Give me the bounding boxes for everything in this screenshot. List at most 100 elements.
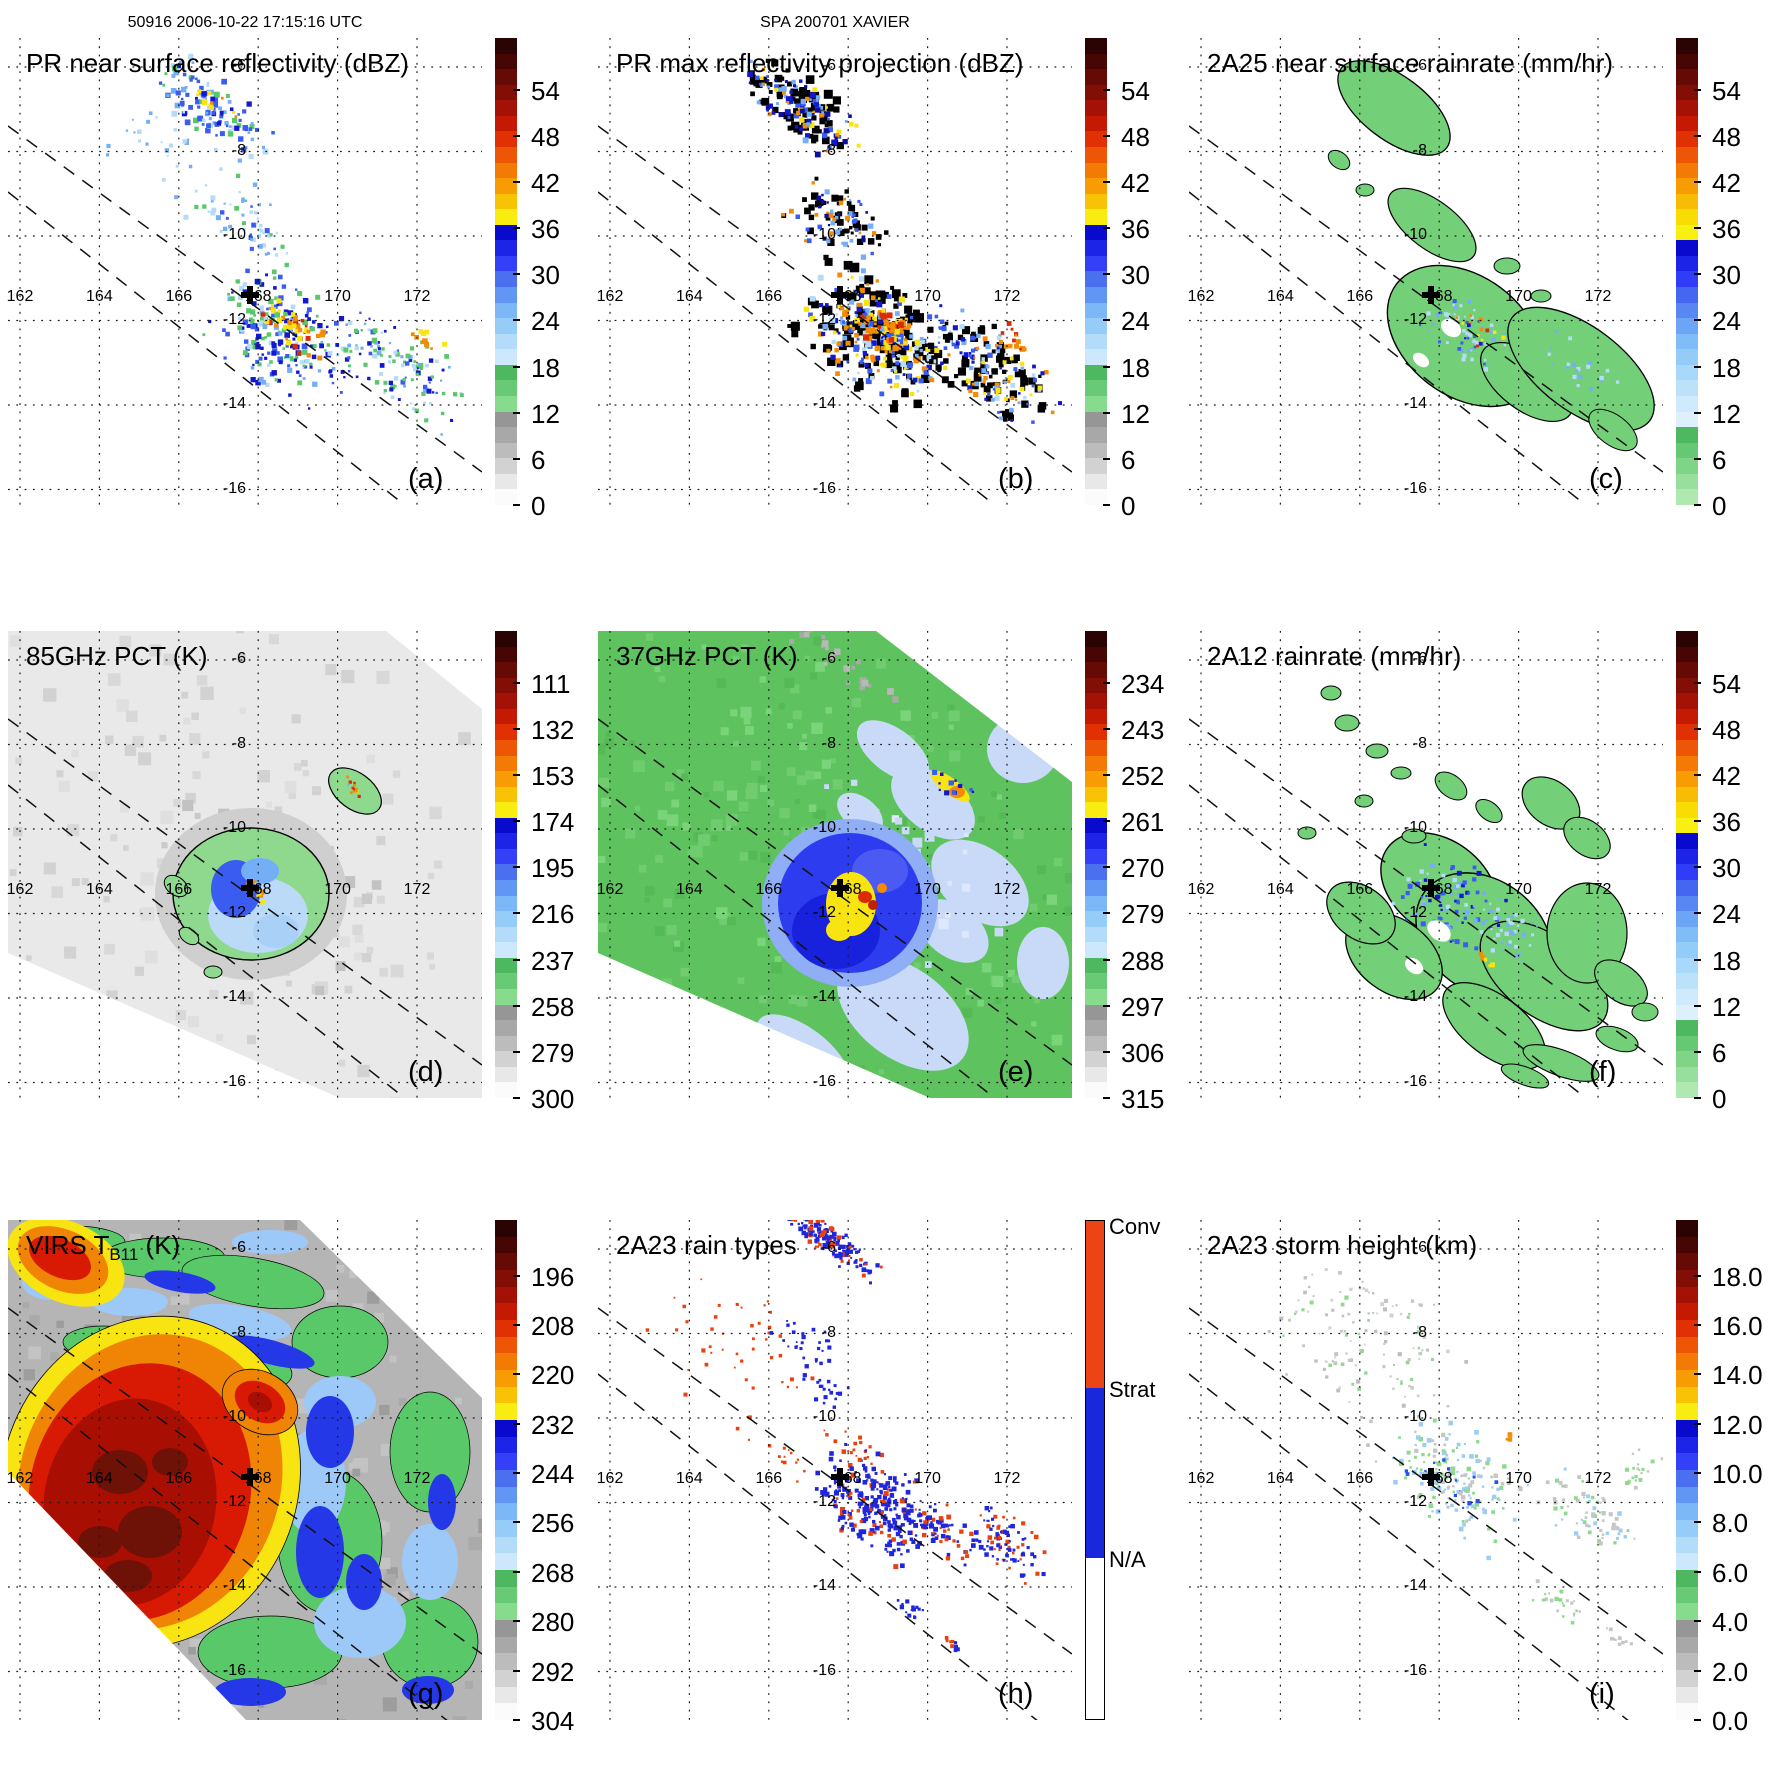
- colorbar-block: [495, 1436, 517, 1454]
- colorbar-block: [1676, 1220, 1698, 1237]
- colorbar-tickmark: [513, 1097, 520, 1099]
- colorbar-tick-label: 2.0: [1712, 1656, 1749, 1687]
- lat-label--16: -16: [1403, 1072, 1427, 1090]
- lon-label-162: 162: [1187, 288, 1215, 305]
- colorbar-tickmark: [1694, 1373, 1701, 1376]
- storm-center-marker: [241, 879, 259, 897]
- colorbar-tickmark: [1103, 319, 1110, 322]
- colorbar-block: [495, 1270, 517, 1287]
- lat-lon-grid: [1189, 631, 1663, 1098]
- colorbar-tickmark: [1694, 1570, 1701, 1573]
- colorbar-block: [1085, 115, 1107, 132]
- colorbar-block: [495, 1020, 517, 1036]
- colorbar-tickmark: [513, 1719, 520, 1721]
- panel-title-text: PR near surface reflectivity (dBZ): [26, 48, 409, 78]
- colorbar-block: [1085, 271, 1107, 287]
- colorbar-tick-label: 36: [1712, 807, 1741, 838]
- colorbar-block: [1676, 1320, 1698, 1337]
- colorbar-tickmark: [1694, 866, 1701, 869]
- colorbar-tickmark: [1694, 365, 1701, 368]
- colorbar-block: [1085, 848, 1107, 865]
- colorbar-tickmark: [1694, 727, 1701, 730]
- colorbar-tick-label: 18.0: [1712, 1261, 1763, 1292]
- panel-title-text: 37GHz PCT (K): [616, 641, 798, 671]
- lon-label-164: 164: [86, 288, 113, 305]
- colorbar-block: [495, 1082, 517, 1098]
- colorbar-block: [1676, 115, 1698, 132]
- colorbar-block: [495, 1403, 517, 1421]
- colorbar-block: [1676, 69, 1698, 85]
- colorbar-tick-label: 232: [531, 1409, 575, 1440]
- panel-letter-d: (d): [408, 1056, 444, 1088]
- colorbar-tickmark: [513, 1050, 520, 1053]
- colorbar-block: [1676, 973, 1698, 989]
- lat-label--16: -16: [1403, 1661, 1427, 1679]
- colorbar-block: [1085, 957, 1107, 974]
- colorbar-block: [495, 458, 517, 474]
- colorbar-tickmark: [1694, 912, 1701, 915]
- colorbar-block: [495, 349, 517, 365]
- colorbar-tickmark: [513, 1274, 520, 1277]
- colorbar-block: [1085, 708, 1107, 725]
- colorbar-block: [1676, 1453, 1698, 1471]
- colorbar-tickmark: [1694, 319, 1701, 322]
- colorbar-block: [495, 942, 517, 958]
- colorbar-tick-label: 14.0: [1712, 1360, 1763, 1391]
- colorbar-block: [495, 1386, 517, 1404]
- colorbar-block: [495, 1703, 517, 1721]
- colorbar-block: [495, 631, 517, 647]
- panel-title-i: 2A23 storm height (km): [1207, 1230, 1477, 1261]
- lon-label-164: 164: [1267, 288, 1294, 305]
- colorbar-tickmark: [1694, 681, 1701, 684]
- colorbar-block: [495, 100, 517, 116]
- colorbar-tickmark: [513, 681, 520, 684]
- colorbar-tickmark: [1694, 1422, 1701, 1425]
- lon-label-170: 170: [1505, 288, 1532, 305]
- colorbar-tickmark: [1694, 1719, 1701, 1721]
- colorbar-tickmark: [1694, 1472, 1701, 1475]
- colorbar-block: [1676, 287, 1698, 303]
- colorbar-block: [1085, 131, 1107, 147]
- colorbar-block: [495, 318, 517, 334]
- lat-label--10: -10: [812, 1408, 836, 1425]
- colorbar-block: [1676, 53, 1698, 70]
- colorbar-block: [1676, 489, 1698, 505]
- colorbar-block: [495, 1670, 517, 1687]
- colorbar-tick-label: 24: [1712, 306, 1741, 337]
- colorbar-tickmark: [513, 820, 520, 823]
- map-field-e: [598, 631, 1072, 1098]
- lon-label-162: 162: [1187, 1470, 1215, 1487]
- colorbar-tickmark: [1103, 1004, 1110, 1007]
- lon-label-166: 166: [1346, 881, 1374, 898]
- panel-title-c: 2A25 near surface rainrate (mm/hr): [1207, 48, 1613, 79]
- colorbar-block: [495, 1586, 517, 1604]
- lat-label--16: -16: [222, 479, 246, 497]
- colorbar-tickmark: [513, 1373, 520, 1376]
- colorbar-block: [1676, 817, 1698, 834]
- colorbar-block: [1676, 255, 1698, 272]
- lat-lon-grid: [1189, 1220, 1663, 1720]
- colorbar-block: [1676, 395, 1698, 412]
- colorbar-tickmark: [1694, 1521, 1701, 1524]
- colorbar-tick-label: 18: [531, 352, 560, 383]
- colorbar-tickmark: [1694, 181, 1701, 184]
- lat-label--10: -10: [812, 819, 836, 836]
- colorbar-block: [1085, 100, 1107, 116]
- colorbar-block: [495, 1220, 517, 1237]
- colorbar-block: [1676, 755, 1698, 772]
- colorbar-block: [495, 84, 517, 101]
- colorbar-tickmark: [1694, 958, 1701, 961]
- lon-label-166: 166: [165, 288, 193, 305]
- colorbar-block: [1676, 895, 1698, 912]
- colorbar-block: [495, 771, 517, 787]
- colorbar-segment-N/A: [1086, 1557, 1104, 1719]
- colorbar-tick-label: 42: [1712, 761, 1741, 792]
- lat-lon-grid: [8, 1220, 482, 1720]
- lat-label--8: -8: [1412, 141, 1427, 159]
- colorbar-block: [495, 1353, 517, 1371]
- lat-label--10: -10: [222, 1408, 246, 1425]
- lon-label-172: 172: [403, 1470, 431, 1487]
- lon-label-172: 172: [993, 288, 1021, 305]
- map-panel-h: [598, 1220, 1072, 1720]
- map-panel-e: [598, 631, 1072, 1098]
